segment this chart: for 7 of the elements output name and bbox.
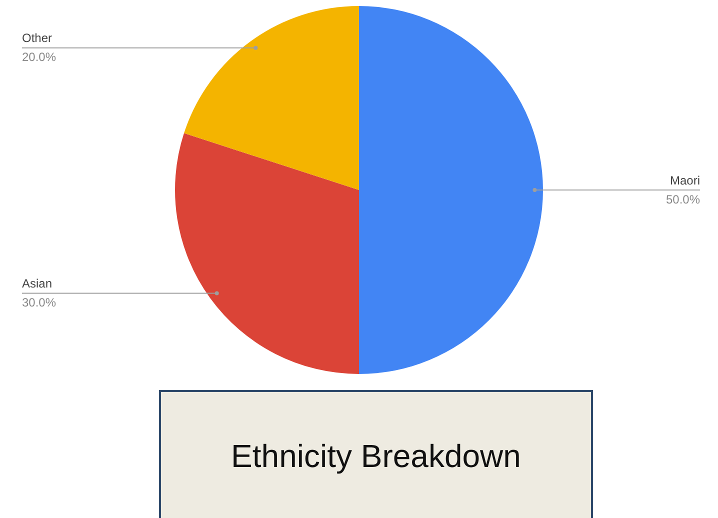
slice-label: Asian (22, 276, 52, 291)
data-label: 20.0% (22, 50, 56, 64)
text: Ethnicity Breakdown (159, 390, 593, 518)
data-label: 50.0% (666, 192, 700, 206)
data-label: 30.0% (22, 296, 56, 310)
slice-label: Maori (670, 173, 700, 188)
slice-label: Other (22, 31, 52, 46)
